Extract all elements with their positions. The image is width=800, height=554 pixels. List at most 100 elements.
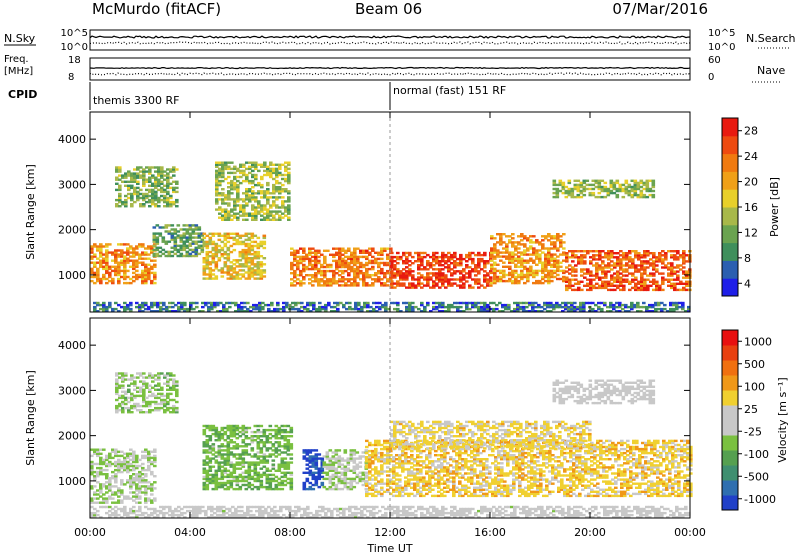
heatmap-cell: [220, 432, 225, 436]
heatmap-cell: [672, 303, 676, 307]
heatmap-cell: [266, 208, 270, 211]
heatmap-cell: [305, 449, 310, 452]
heatmap-cell: [247, 265, 252, 268]
heatmap-cell: [682, 254, 686, 257]
heatmap-cell: [532, 275, 536, 279]
heatmap-cell: [205, 441, 210, 444]
heatmap-cell: [217, 485, 222, 489]
heatmap-cell: [242, 214, 246, 217]
heatmap-cell: [123, 495, 127, 498]
heatmap-cell: [363, 305, 367, 309]
heatmap-cell: [263, 190, 267, 193]
heatmap-cell: [151, 192, 155, 196]
heatmap-cell: [118, 386, 122, 389]
heatmap-cell: [148, 409, 152, 412]
heatmap-cell: [283, 445, 288, 448]
heatmap-cell: [453, 251, 457, 255]
cpid-panel: CPID themis 3300 RF normal (fast) 151 RF: [8, 82, 506, 110]
heatmap-cell: [150, 450, 154, 453]
heatmap-cell: [287, 206, 291, 209]
heatmap-cell: [244, 451, 249, 454]
heatmap-cell: [96, 493, 100, 496]
heatmap-cell: [284, 206, 288, 209]
heatmap-cell: [228, 301, 232, 305]
heatmap-cell: [102, 483, 106, 486]
heatmap-cell: [269, 171, 273, 175]
heatmap-cell: [259, 269, 264, 272]
heatmap-cell: [93, 243, 97, 246]
heatmap-cell: [218, 208, 222, 211]
heatmap-cell: [194, 242, 199, 245]
heatmap-cell: [604, 266, 608, 269]
heatmap-cell: [126, 251, 130, 254]
heatmap-cell: [561, 191, 566, 195]
heatmap-cell: [145, 166, 149, 169]
heatmap-cell: [157, 188, 161, 192]
heatmap-cell: [417, 272, 421, 275]
heatmap-cell: [368, 247, 372, 250]
heatmap-cell: [214, 250, 219, 254]
heatmap-cell: [447, 266, 451, 269]
heatmap-cell: [111, 259, 115, 262]
heatmap-cell: [176, 250, 181, 254]
heatmap-cell: [663, 307, 667, 311]
heatmap-cell: [130, 184, 134, 187]
heatmap-cell: [211, 453, 216, 456]
heatmap-cell: [132, 473, 136, 476]
heatmap-cell: [338, 261, 342, 265]
heatmap-cell: [202, 441, 207, 444]
heatmap-cell: [459, 264, 463, 267]
heatmap-cell: [247, 275, 252, 278]
heatmap-cell: [639, 191, 644, 195]
heatmap-cell: [99, 462, 103, 466]
heatmap-cell: [135, 501, 139, 504]
heatmap-cell: [287, 210, 291, 213]
heatmap-cell: [226, 428, 231, 432]
heatmap-cell: [259, 459, 264, 462]
heatmap-cell: [393, 266, 397, 269]
heatmap-cell: [220, 248, 225, 252]
heatmap-cell: [126, 247, 130, 250]
heatmap-cell: [615, 193, 620, 197]
heatmap-cell: [625, 252, 629, 255]
heatmap-cell: [649, 252, 653, 255]
heatmap-cell: [232, 432, 237, 436]
heatmap-cell: [377, 263, 381, 267]
heatmap-cell: [232, 475, 237, 479]
heatmap-cell: [550, 271, 554, 275]
heatmap-cell: [519, 305, 523, 309]
heatmap-cell: [250, 257, 255, 260]
heatmap-cell: [159, 310, 163, 313]
heatmap-cell: [601, 272, 605, 275]
heatmap-cell: [272, 202, 276, 205]
heatmap-cell: [182, 248, 187, 252]
heatmap-cell: [271, 473, 276, 477]
heatmap-cell: [141, 491, 145, 494]
heatmap-cell: [588, 191, 593, 195]
heatmap-cell: [471, 303, 475, 307]
heatmap-cell: [556, 249, 560, 252]
heatmap-cell: [208, 232, 213, 235]
heatmap-cell: [169, 186, 173, 190]
heatmap-cell: [248, 171, 252, 175]
heatmap-cell: [286, 439, 291, 442]
heatmap-cell: [468, 274, 472, 277]
heatmap-cell: [565, 266, 569, 269]
heatmap-cell: [227, 218, 231, 221]
heatmap-cell: [299, 284, 303, 287]
heatmap-cell: [114, 255, 118, 258]
heatmap-cell: [220, 253, 225, 256]
heatmap-cell: [553, 263, 557, 266]
heatmap-cell: [144, 491, 148, 494]
heatmap-cell: [220, 449, 225, 452]
heatmap-cell: [211, 255, 216, 258]
heatmap-cell: [679, 264, 683, 267]
heatmap-cell: [314, 453, 319, 456]
heatmap-cell: [214, 248, 219, 252]
heatmap-cell: [105, 485, 109, 488]
heatmap-cell: [242, 212, 246, 215]
heatmap-cell: [239, 175, 243, 179]
heatmap-cell: [311, 459, 316, 462]
heatmap-cell: [263, 216, 267, 219]
heatmap-cell: [651, 181, 656, 185]
